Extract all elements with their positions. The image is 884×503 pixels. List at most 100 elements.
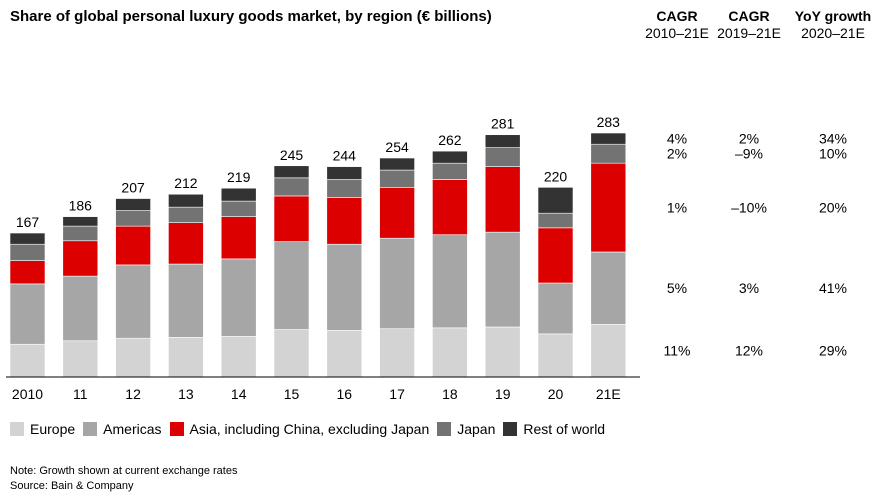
- x-tick-label: 11: [73, 386, 88, 402]
- source-text: Source: Bain & Company: [10, 480, 134, 492]
- bar-segment-americas-18: [432, 234, 468, 329]
- x-tick-label: 20: [548, 386, 564, 402]
- bar-total-label: 254: [385, 139, 409, 155]
- bar-segment-americas-15: [273, 241, 310, 330]
- bar-segment-asia-including-china-excluding-japan-14: [220, 216, 257, 260]
- legend-label: Asia, including China, excluding Japan: [189, 421, 430, 437]
- bar-segment-asia-including-china-excluding-japan-16: [326, 197, 363, 245]
- note-text: Note: Growth shown at current exchange r…: [10, 465, 238, 477]
- legend-item-asia: Asia, including China, excluding Japan: [169, 421, 430, 437]
- bar-segment-rest-of-world-17: [379, 157, 415, 171]
- column-header-yoy-growth: YoY growth 2020–21E: [788, 8, 878, 42]
- growth-value-japan: 2%: [667, 146, 687, 162]
- bar-segment-americas-19: [484, 231, 521, 328]
- column-header-cagr-2019-21: CAGR 2019–21E: [704, 8, 794, 42]
- legend-item-europe: Europe: [10, 421, 75, 437]
- legend-swatch-asia: [169, 422, 184, 436]
- bar-segment-americas-20: [537, 282, 574, 335]
- bar-segment-japan-15: [273, 177, 310, 197]
- footnotes: Note: Growth shown at current exchange r…: [10, 464, 237, 494]
- column-header-period: 2019–21E: [717, 25, 781, 41]
- column-header-cagr-2010-21: CAGR 2010–21E: [632, 8, 722, 42]
- bar-segment-rest-of-world-13: [168, 193, 204, 208]
- x-tick-label: 13: [178, 386, 194, 402]
- bar-segment-japan-14: [220, 200, 257, 217]
- legend-swatch-europe: [10, 422, 24, 436]
- bar-segment-asia-including-china-excluding-japan-20: [537, 227, 574, 284]
- growth-value-rest-of-world: 2%: [739, 131, 759, 147]
- bar-segment-europe-12: [115, 337, 151, 378]
- legend-item-rest-of-world: Rest of world: [503, 421, 605, 437]
- bar-segment-rest-of-world-16: [326, 166, 363, 180]
- bar-segment-europe-20: [537, 333, 574, 378]
- bar-segment-japan-19: [484, 147, 521, 167]
- column-header-title: YoY growth: [794, 8, 872, 24]
- bar-segment-europe-16: [326, 330, 363, 378]
- x-tick-label: 2010: [12, 386, 43, 402]
- bar-segment-rest-of-world-12: [115, 198, 151, 211]
- x-tick-label: 15: [284, 386, 300, 402]
- chart-title: Share of global personal luxury goods ma…: [10, 8, 492, 25]
- growth-value-asia-including-china-excluding-japan: –10%: [731, 200, 767, 216]
- legend-label: Americas: [103, 421, 162, 437]
- bar-segment-europe-11: [62, 340, 99, 378]
- bar-segment-americas-17: [379, 237, 415, 330]
- bar-segment-asia-including-china-excluding-japan-17: [379, 187, 415, 239]
- growth-value-americas: 3%: [739, 280, 759, 296]
- bar-segment-europe-18: [432, 327, 468, 378]
- bar-segment-rest-of-world-18: [432, 150, 468, 164]
- growth-value-rest-of-world: 4%: [667, 131, 687, 147]
- bar-segment-japan-12: [115, 210, 151, 227]
- bar-segment-europe-14: [220, 336, 257, 378]
- x-tick-label: 21E: [596, 386, 621, 402]
- bar-segment-asia-including-china-excluding-japan-21e: [590, 162, 627, 253]
- bar-total-label: 186: [69, 198, 93, 214]
- bar-segment-japan-13: [168, 206, 204, 223]
- growth-value-asia-including-china-excluding-japan: 20%: [819, 200, 847, 216]
- bar-segment-japan-2010: [9, 243, 46, 261]
- legend-swatch-japan: [437, 422, 452, 436]
- bar-segment-asia-including-china-excluding-japan-18: [432, 179, 468, 236]
- legend-item-americas: Americas: [83, 421, 162, 437]
- growth-value-europe: 29%: [819, 343, 847, 359]
- stacked-bar-chart: 167 2010 186 11 207 12 212 13 219 14 245 15 244 16 254…: [6, 114, 847, 402]
- bar-segment-asia-including-china-excluding-japan-19: [484, 166, 521, 233]
- bar-total-label: 220: [544, 168, 568, 184]
- x-tick-label: 12: [125, 386, 141, 402]
- bar-segment-japan-17: [379, 169, 415, 188]
- x-tick-label: 18: [442, 386, 458, 402]
- bar-segment-europe-13: [168, 337, 204, 378]
- bar-segment-europe-15: [273, 329, 310, 378]
- chart-legend: Europe Americas Asia, including China, e…: [10, 421, 613, 437]
- bar-segment-japan-21e: [590, 143, 627, 164]
- bar-total-label: 219: [227, 169, 251, 185]
- bar-segment-asia-including-china-excluding-japan-2010: [9, 260, 46, 285]
- column-header-period: 2020–21E: [801, 25, 865, 41]
- bar-segment-americas-11: [62, 275, 99, 342]
- bar-segment-rest-of-world-19: [484, 134, 521, 148]
- bar-segment-europe-19: [484, 326, 521, 378]
- bar-segment-japan-20: [537, 212, 574, 229]
- x-tick-label: 16: [337, 386, 353, 402]
- bar-segment-asia-including-china-excluding-japan-13: [168, 222, 204, 265]
- bar-segment-americas-21e: [590, 251, 627, 325]
- growth-value-rest-of-world: 34%: [819, 131, 847, 147]
- x-tick-label: 19: [495, 386, 511, 402]
- bar-total-label: 281: [491, 116, 515, 132]
- column-header-period: 2010–21E: [645, 25, 709, 41]
- legend-label: Japan: [457, 421, 496, 437]
- x-tick-label: 17: [389, 386, 405, 402]
- legend-label: Rest of world: [523, 421, 606, 437]
- bar-total-label: 207: [121, 180, 145, 196]
- bar-segment-americas-16: [326, 243, 363, 331]
- bar-segment-asia-including-china-excluding-japan-12: [115, 225, 151, 266]
- bar-total-label: 212: [174, 175, 198, 191]
- growth-value-europe: 11%: [664, 343, 691, 359]
- bar-segment-asia-including-china-excluding-japan-11: [62, 240, 99, 277]
- legend-label: Europe: [30, 421, 76, 437]
- bar-segment-americas-13: [168, 263, 204, 338]
- bar-segment-rest-of-world-11: [62, 216, 99, 227]
- x-tick-label: 14: [231, 386, 247, 402]
- growth-value-americas: 41%: [819, 280, 847, 296]
- bar-segment-asia-including-china-excluding-japan-15: [273, 195, 310, 242]
